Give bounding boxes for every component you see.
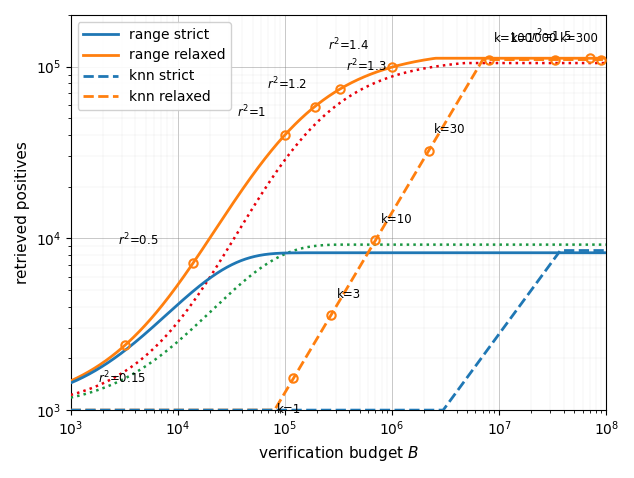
Text: $r^2$=1: $r^2$=1 [236, 104, 266, 121]
knn strict [313, 407, 321, 413]
knn relaxed [327, 312, 335, 318]
Line: knn strict: knn strict [70, 250, 606, 410]
range relaxed [94, 363, 102, 369]
knn strict [94, 407, 102, 413]
range relaxed [67, 378, 74, 384]
knn strict [327, 407, 335, 413]
range strict [602, 250, 610, 256]
knn relaxed [587, 57, 595, 63]
range relaxed [587, 55, 595, 61]
Text: k=100: k=100 [494, 33, 533, 45]
knn relaxed [67, 407, 74, 413]
knn relaxed [602, 57, 610, 63]
Text: $r^2$=1.4: $r^2$=1.4 [328, 36, 369, 53]
knn strict [602, 248, 610, 253]
range strict [489, 250, 496, 256]
range strict [313, 250, 321, 256]
range strict [327, 250, 335, 256]
range strict [587, 250, 595, 256]
Line: range relaxed: range relaxed [70, 58, 606, 381]
range strict [587, 250, 595, 256]
range relaxed [489, 55, 496, 61]
Text: k=30: k=30 [434, 123, 465, 136]
range relaxed [327, 92, 335, 98]
Text: k=10: k=10 [381, 213, 413, 226]
Y-axis label: retrieved positives: retrieved positives [15, 141, 30, 284]
knn strict [67, 407, 74, 413]
knn relaxed [489, 57, 496, 63]
Line: range strict: range strict [70, 253, 606, 383]
range relaxed [602, 55, 610, 61]
knn strict [587, 248, 595, 253]
Legend: range strict, range relaxed, knn strict, knn relaxed: range strict, range relaxed, knn strict,… [77, 22, 231, 110]
Text: $r^2$=1.5: $r^2$=1.5 [531, 27, 571, 44]
X-axis label: verification budget $B$: verification budget $B$ [258, 444, 419, 463]
knn relaxed [479, 57, 487, 63]
knn strict [557, 248, 564, 253]
Text: $r^2$=1.2: $r^2$=1.2 [266, 76, 306, 92]
Text: k=1000: k=1000 [510, 33, 557, 45]
Text: $r^2$=1.3: $r^2$=1.3 [346, 58, 387, 75]
Text: k=1: k=1 [277, 403, 302, 416]
Line: knn relaxed: knn relaxed [70, 60, 606, 410]
Text: $r^2$=0.15: $r^2$=0.15 [98, 369, 146, 386]
Text: $r^2$=0.5: $r^2$=0.5 [119, 232, 159, 249]
knn strict [489, 340, 496, 346]
range relaxed [432, 55, 439, 61]
Text: k=300: k=300 [560, 33, 599, 45]
range strict [368, 250, 376, 256]
knn strict [587, 248, 595, 253]
Text: k=3: k=3 [337, 288, 361, 301]
knn relaxed [94, 407, 102, 413]
knn relaxed [313, 336, 321, 342]
knn relaxed [587, 57, 595, 63]
range relaxed [313, 102, 321, 108]
range strict [94, 366, 102, 372]
range relaxed [587, 55, 595, 61]
range strict [67, 380, 74, 386]
